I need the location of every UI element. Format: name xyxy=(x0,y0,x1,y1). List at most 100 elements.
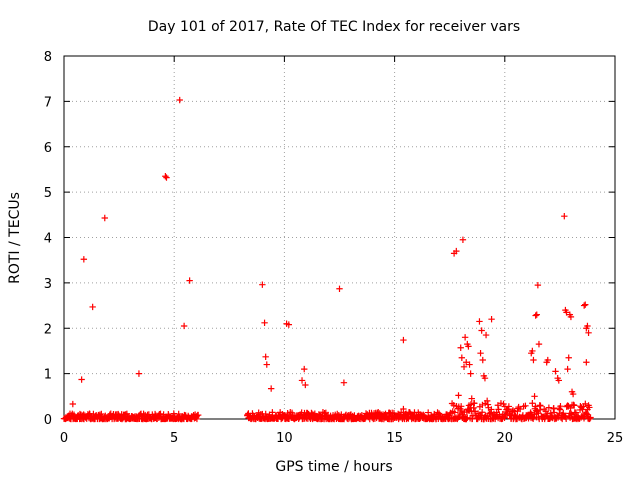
data-point xyxy=(463,359,470,366)
data-point xyxy=(262,353,269,361)
data-point xyxy=(564,365,571,373)
x-axis-label: GPS time / hours xyxy=(275,459,392,475)
data-point xyxy=(585,402,592,409)
data-point xyxy=(569,390,577,398)
data-point xyxy=(89,303,96,311)
point-layer xyxy=(60,96,594,423)
data-point xyxy=(561,212,568,220)
data-point xyxy=(552,368,559,375)
data-point xyxy=(263,361,270,368)
data-point xyxy=(186,277,193,284)
data-point-baseline xyxy=(450,401,457,409)
data-point-baseline xyxy=(463,415,470,423)
data-point-baseline xyxy=(572,409,580,416)
data-point-baseline xyxy=(587,414,594,421)
data-point-baseline xyxy=(535,410,542,417)
data-point xyxy=(584,322,591,330)
data-point xyxy=(261,319,268,327)
data-point xyxy=(460,363,468,371)
data-point xyxy=(482,331,490,339)
data-point xyxy=(176,96,183,104)
data-point xyxy=(565,354,572,361)
data-point xyxy=(585,329,592,336)
y-tick-label: 7 xyxy=(44,95,52,110)
data-point xyxy=(163,174,170,181)
data-point xyxy=(465,343,472,350)
y-tick-label: 4 xyxy=(44,232,52,247)
data-point-baseline xyxy=(582,400,589,408)
data-point xyxy=(400,405,407,413)
data-point-baseline xyxy=(557,402,564,410)
data-point xyxy=(563,309,570,316)
data-point xyxy=(285,321,293,328)
y-tick-label: 2 xyxy=(44,322,52,337)
data-point xyxy=(301,365,308,373)
x-tick-label: 15 xyxy=(386,431,403,446)
data-point-baseline xyxy=(194,411,202,419)
data-point xyxy=(544,356,551,364)
data-point xyxy=(457,344,464,351)
data-point-baseline xyxy=(529,400,536,407)
data-point xyxy=(582,301,589,308)
x-tick-label: 25 xyxy=(607,431,624,446)
data-point-baseline xyxy=(70,411,78,418)
data-point xyxy=(340,379,348,386)
data-point xyxy=(267,385,275,392)
data-point xyxy=(468,395,475,402)
data-point xyxy=(483,397,491,405)
data-point xyxy=(481,374,489,382)
x-tick-label: 5 xyxy=(170,431,178,446)
data-point-baseline xyxy=(459,411,467,419)
data-point-baseline xyxy=(509,407,517,414)
data-point xyxy=(298,377,306,384)
data-point xyxy=(461,334,469,341)
data-point xyxy=(476,318,483,325)
data-point xyxy=(78,376,85,383)
data-point-baseline xyxy=(562,415,570,422)
data-point xyxy=(458,354,466,361)
data-point xyxy=(80,256,88,263)
data-point xyxy=(488,315,495,323)
data-point xyxy=(555,377,562,384)
y-axis-label: ROTI / TECUs xyxy=(7,192,23,284)
data-point xyxy=(571,402,578,409)
data-point-baseline xyxy=(550,409,558,416)
y-tick-label: 8 xyxy=(44,50,52,65)
data-point-baseline xyxy=(586,415,593,422)
y-tick-label: 1 xyxy=(44,368,52,383)
data-point xyxy=(479,356,486,364)
data-point xyxy=(180,322,188,330)
data-point-baseline xyxy=(478,409,486,416)
data-point-baseline xyxy=(193,415,201,423)
data-point-baseline xyxy=(567,404,574,412)
data-point-baseline xyxy=(488,406,495,413)
data-point xyxy=(336,285,343,292)
tick-layer: 0 5 10 15 20 25 0 1 2 3 4 5 6 7 8 xyxy=(44,50,624,446)
data-point-baseline xyxy=(269,409,276,416)
data-point-baseline xyxy=(467,401,475,408)
data-point-baseline xyxy=(532,403,539,410)
data-point-baseline xyxy=(522,402,529,410)
data-point xyxy=(534,281,542,289)
data-point xyxy=(567,313,575,321)
data-point xyxy=(583,359,590,366)
data-point xyxy=(533,311,540,318)
x-tick-label: 0 xyxy=(60,431,68,446)
data-point xyxy=(302,381,309,389)
data-point xyxy=(470,399,478,407)
data-point-baseline xyxy=(495,406,502,413)
data-point xyxy=(453,247,460,255)
data-point xyxy=(530,356,537,364)
data-point-baseline xyxy=(568,411,575,418)
data-point xyxy=(101,214,108,222)
x-tick-label: 10 xyxy=(276,431,293,446)
data-point xyxy=(69,400,77,408)
data-point xyxy=(529,347,536,355)
data-point xyxy=(535,340,543,348)
y-tick-label: 3 xyxy=(44,277,52,292)
data-point-baseline xyxy=(544,410,551,417)
data-point-baseline xyxy=(516,405,524,413)
data-point xyxy=(545,404,553,411)
data-point xyxy=(536,402,544,409)
data-point-baseline xyxy=(505,403,513,410)
